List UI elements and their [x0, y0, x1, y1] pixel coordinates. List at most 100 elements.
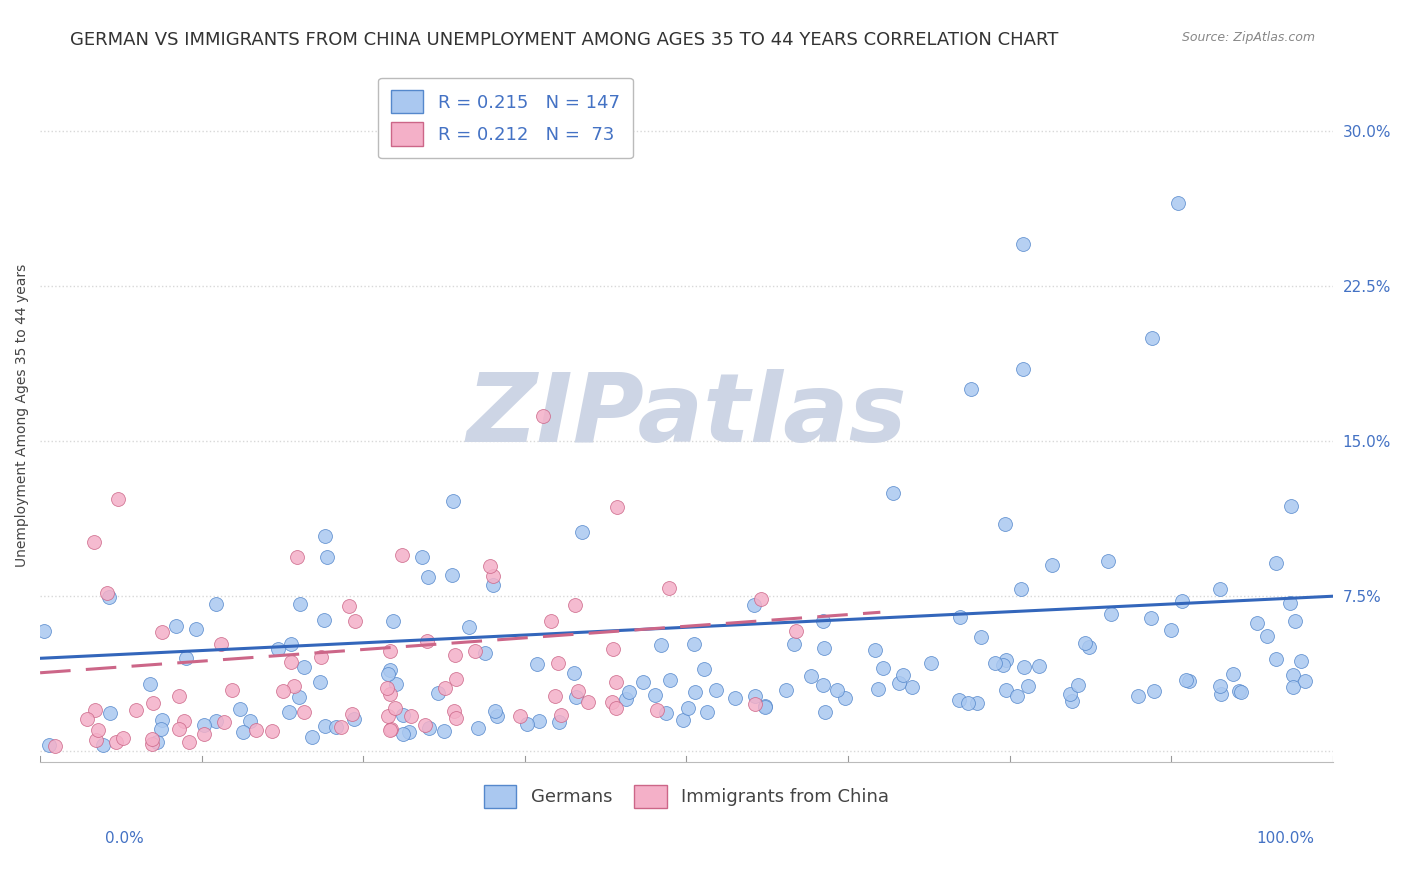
Point	[165, 619, 187, 633]
Point	[205, 714, 228, 728]
Point	[749, 591, 772, 606]
Point	[239, 714, 262, 729]
Point	[308, 675, 330, 690]
Point	[84, 703, 107, 717]
Point	[285, 549, 308, 564]
Point	[482, 578, 505, 592]
Text: GERMAN VS IMMIGRANTS FROM CHINA UNEMPLOYMENT AMONG AGES 35 TO 44 YEARS CORRELATI: GERMAN VS IMMIGRANTS FROM CHINA UNEMPLOY…	[70, 31, 1059, 49]
Text: 100.0%: 100.0%	[1257, 831, 1315, 846]
Point	[631, 674, 654, 689]
Point	[509, 709, 531, 723]
Point	[84, 733, 107, 747]
Point	[312, 613, 335, 627]
Point	[167, 689, 190, 703]
Point	[205, 597, 228, 611]
Point	[391, 548, 413, 562]
Point	[866, 682, 889, 697]
Point	[174, 651, 197, 665]
Point	[1011, 361, 1033, 376]
Point	[547, 657, 569, 671]
Point	[658, 581, 681, 595]
Text: Source: ZipAtlas.com: Source: ZipAtlas.com	[1181, 31, 1315, 45]
Point	[995, 683, 1018, 698]
Point	[744, 698, 766, 712]
Point	[44, 739, 66, 753]
Point	[742, 598, 765, 612]
Point	[211, 637, 233, 651]
Point	[1078, 640, 1101, 654]
Point	[107, 491, 129, 506]
Point	[775, 683, 797, 698]
Point	[1279, 597, 1302, 611]
Point	[232, 725, 254, 739]
Point	[1209, 582, 1232, 597]
Point	[1067, 678, 1090, 692]
Point	[458, 620, 481, 634]
Point	[1059, 687, 1081, 701]
Point	[1017, 680, 1039, 694]
Point	[146, 735, 169, 749]
Point	[464, 644, 486, 658]
Point	[83, 534, 105, 549]
Point	[474, 647, 496, 661]
Point	[882, 485, 904, 500]
Point	[444, 711, 467, 725]
Point	[704, 683, 727, 698]
Point	[149, 722, 172, 736]
Point	[1294, 674, 1316, 689]
Point	[314, 529, 336, 543]
Point	[337, 599, 360, 613]
Point	[179, 735, 201, 749]
Point	[150, 713, 173, 727]
Point	[142, 696, 165, 710]
Point	[343, 712, 366, 726]
Point	[891, 668, 914, 682]
Point	[644, 688, 666, 702]
Point	[1140, 330, 1163, 344]
Point	[1012, 659, 1035, 673]
Point	[655, 706, 678, 721]
Point	[696, 705, 718, 719]
Point	[1062, 694, 1084, 708]
Point	[811, 614, 834, 628]
Point	[104, 734, 127, 748]
Text: ZIPatlas: ZIPatlas	[467, 368, 907, 462]
Point	[1279, 500, 1302, 514]
Point	[416, 634, 439, 648]
Point	[32, 624, 55, 638]
Point	[315, 550, 337, 565]
Point	[1222, 667, 1244, 681]
Point	[516, 716, 538, 731]
Point	[619, 685, 641, 699]
Point	[193, 718, 215, 732]
Point	[340, 706, 363, 721]
Point	[1005, 690, 1028, 704]
Point	[184, 622, 207, 636]
Point	[87, 723, 110, 737]
Point	[399, 708, 422, 723]
Point	[544, 689, 567, 703]
Point	[96, 585, 118, 599]
Point	[959, 382, 981, 396]
Legend: Germans, Immigrants from China: Germans, Immigrants from China	[477, 778, 896, 815]
Point	[1174, 673, 1197, 687]
Point	[685, 685, 707, 699]
Point	[446, 672, 468, 686]
Point	[614, 692, 637, 706]
Point	[1230, 685, 1253, 699]
Point	[260, 724, 283, 739]
Point	[441, 494, 464, 508]
Point	[288, 597, 311, 611]
Point	[245, 723, 267, 738]
Point	[413, 718, 436, 732]
Point	[377, 681, 399, 695]
Point	[221, 682, 243, 697]
Point	[1126, 690, 1149, 704]
Point	[567, 684, 589, 698]
Point	[605, 701, 627, 715]
Point	[280, 637, 302, 651]
Point	[645, 703, 668, 717]
Point	[1160, 624, 1182, 638]
Point	[966, 696, 988, 710]
Point	[392, 727, 415, 741]
